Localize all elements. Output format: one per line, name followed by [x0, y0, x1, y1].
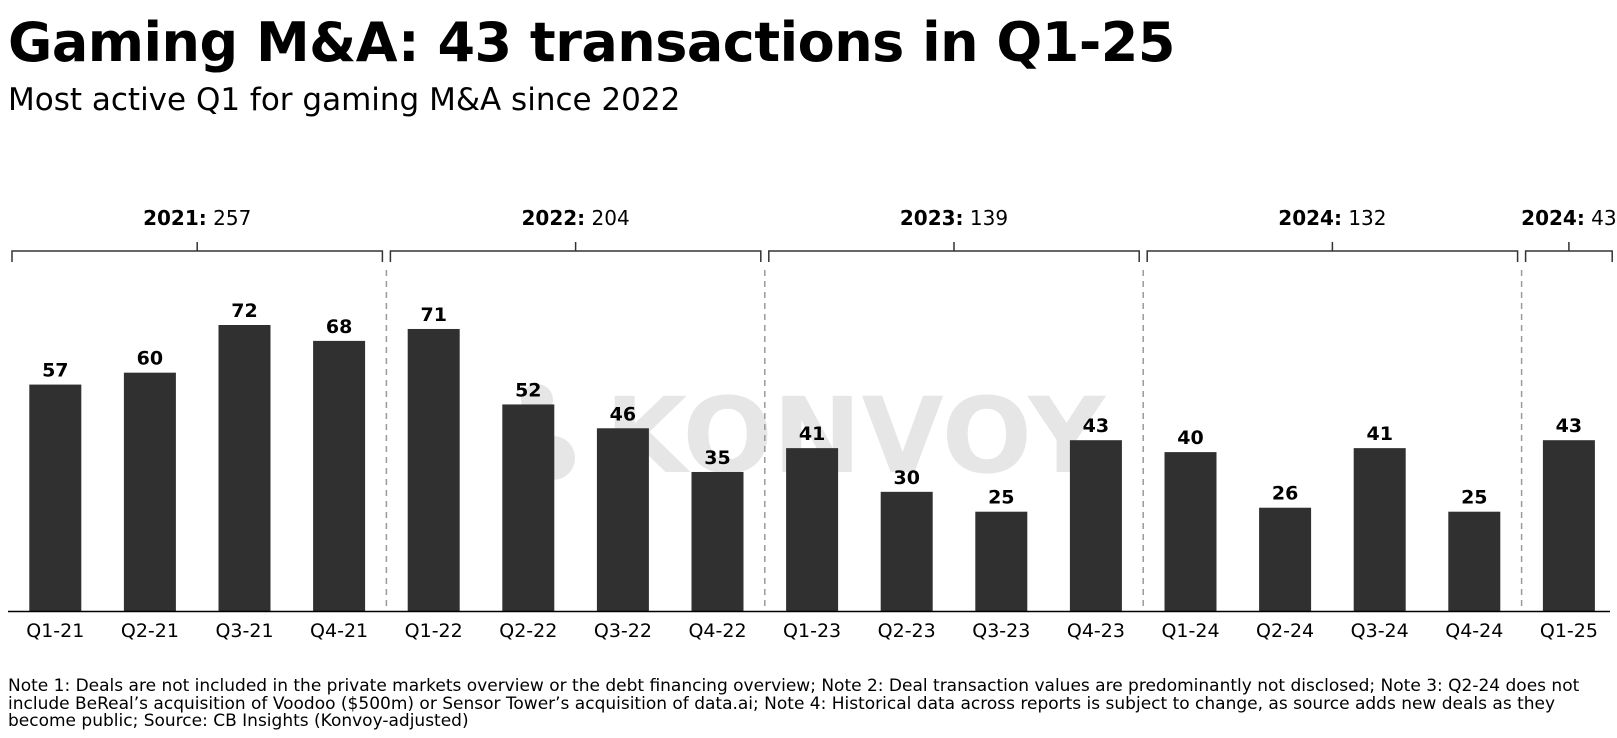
tick-label: Q2-21: [121, 620, 179, 642]
tick-label: Q1-25: [1540, 620, 1598, 642]
bar-q4-21: [313, 340, 366, 611]
data-label: 57: [42, 360, 68, 382]
bar-q3-21: [218, 325, 271, 611]
year-label: 2023:: [900, 206, 964, 230]
year-total: 204: [585, 206, 630, 230]
year-group-label: 2021: 257: [143, 206, 251, 230]
data-label: 72: [231, 300, 257, 322]
data-label: 71: [420, 304, 446, 326]
tick-label: Q3-21: [215, 620, 273, 642]
tick-label: Q4-21: [310, 620, 368, 642]
year-label: 2024:: [1521, 206, 1585, 230]
data-label: 30: [893, 467, 919, 489]
chart-subtitle: Most active Q1 for gaming M&A since 2022: [8, 82, 681, 118]
bar-q4-22: [691, 471, 744, 611]
data-label: 52: [515, 379, 541, 401]
data-label: 43: [1083, 415, 1109, 437]
year-total: 43: [1585, 206, 1617, 230]
bar-q2-21: [123, 372, 176, 611]
year-bracket: [1146, 242, 1519, 262]
data-label: 41: [799, 423, 825, 445]
tick-label: Q4-23: [1067, 620, 1125, 642]
tick-label: Q2-23: [878, 620, 936, 642]
data-label: 25: [988, 487, 1014, 509]
year-bracket: [389, 242, 762, 262]
year-label: 2024:: [1278, 206, 1342, 230]
year-total: 139: [964, 206, 1009, 230]
data-label: 26: [1272, 483, 1298, 505]
data-label: 60: [137, 348, 163, 370]
bar-q1-25: [1542, 440, 1595, 611]
year-group-label: 2024: 132: [1278, 206, 1386, 230]
year-group-label: 2022: 204: [521, 206, 629, 230]
tick-label: Q2-24: [1256, 620, 1314, 642]
data-label: 46: [610, 403, 636, 425]
konvoy-watermark-text: KONVOY: [605, 380, 1107, 490]
year-group-label: 2024: 43: [1521, 206, 1616, 230]
data-label: 68: [326, 316, 352, 338]
year-label: 2022:: [521, 206, 585, 230]
data-label: 40: [1177, 427, 1203, 449]
bar-q1-22: [407, 328, 460, 611]
tick-label: Q1-22: [405, 620, 463, 642]
tick-label: Q4-22: [688, 620, 746, 642]
konvoy-watermark-logo: KONVOY: [505, 380, 1107, 490]
bar-chart: 57 Q1-21 60 Q2-21 72 Q3-21 68 Q4-21 71 Q1-22 52 Q2-…: [8, 206, 1617, 642]
tick-label: Q4-24: [1445, 620, 1503, 642]
year-total: 132: [1342, 206, 1387, 230]
data-label: 41: [1366, 423, 1392, 445]
year-bracket: [1524, 242, 1613, 262]
data-label: 25: [1461, 487, 1487, 509]
tick-label: Q1-24: [1161, 620, 1219, 642]
bar-q1-23: [786, 448, 839, 611]
year-bracket: [768, 242, 1140, 262]
bar-q4-24: [1448, 511, 1501, 611]
year-label: 2021:: [143, 206, 207, 230]
tick-label: Q3-24: [1351, 620, 1409, 642]
tick-label: Q3-23: [972, 620, 1030, 642]
data-label: 35: [704, 447, 730, 469]
bar-q1-24: [1164, 452, 1217, 611]
bar-q1-21: [29, 384, 82, 611]
bar-q3-24: [1353, 448, 1406, 611]
bar-q2-22: [502, 404, 555, 611]
bar-q3-23: [975, 511, 1028, 611]
bar-q4-23: [1069, 440, 1122, 611]
footnote: Note 1: Deals are not included in the pr…: [8, 676, 1580, 731]
tick-label: Q1-21: [26, 620, 84, 642]
year-group-label: 2023: 139: [900, 206, 1008, 230]
year-bracket: [11, 242, 384, 262]
chart-title: Gaming M&A: 43 transactions in Q1-25: [8, 11, 1175, 74]
tick-label: Q3-22: [594, 620, 652, 642]
tick-label: Q1-23: [783, 620, 841, 642]
tick-label: Q2-22: [499, 620, 557, 642]
bar-q2-24: [1259, 507, 1312, 611]
data-label: 43: [1556, 415, 1582, 437]
year-total: 257: [207, 206, 252, 230]
bar-q3-22: [596, 428, 649, 611]
bar-q2-23: [880, 491, 933, 611]
